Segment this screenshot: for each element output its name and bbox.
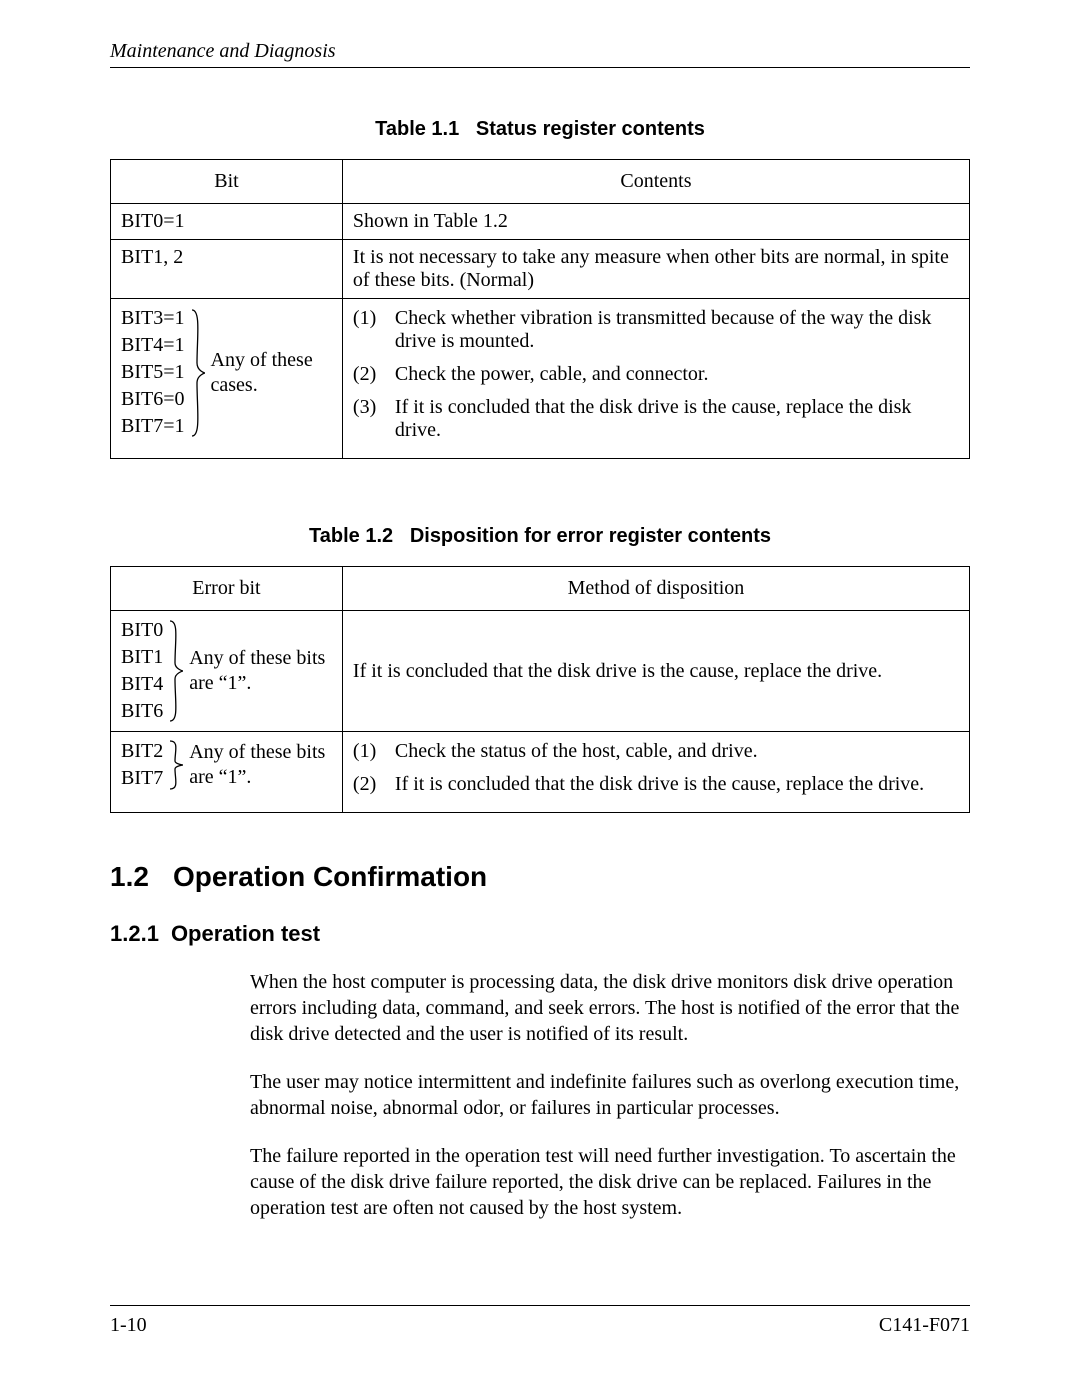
bit-item: BIT4: [121, 671, 163, 698]
bit-cell: BIT3=1 BIT4=1 BIT5=1 BIT6=0 BIT7=1 Any o…: [111, 299, 343, 459]
page: Maintenance and Diagnosis Table 1.1 Stat…: [0, 0, 1080, 1397]
bit-item: BIT1: [121, 644, 163, 671]
table2-col-contents: Method of disposition: [342, 567, 969, 611]
bit-note: Any of these bits are “1”.: [189, 740, 332, 790]
list-item: Check the status of the host, cable, and…: [395, 740, 758, 763]
brace-icon: [169, 739, 183, 791]
bit-item: BIT4=1: [121, 332, 185, 359]
running-header: Maintenance and Diagnosis: [110, 40, 970, 68]
bit-item: BIT3=1: [121, 305, 185, 332]
table-row: BIT0=1 Shown in Table 1.2: [111, 204, 970, 240]
table-row: BIT1, 2 It is not necessary to take any …: [111, 240, 970, 299]
bit-cell: BIT1, 2: [111, 240, 343, 299]
table-row: BIT0 BIT1 BIT4 BIT6 Any of these bits ar…: [111, 611, 970, 732]
contents-cell: Check the status of the host, cable, and…: [342, 732, 969, 813]
doc-code: C141-F071: [879, 1314, 970, 1337]
bit-item: BIT5=1: [121, 359, 185, 386]
table2-caption-title: Disposition for error register contents: [410, 525, 771, 547]
table1-caption: Table 1.1 Status register contents: [110, 118, 970, 141]
table1-caption-title: Status register contents: [476, 118, 705, 140]
contents-cell: It is not necessary to take any measure …: [342, 240, 969, 299]
bit-cell: BIT2 BIT7 Any of these bits are “1”.: [111, 732, 343, 813]
contents-cell: Shown in Table 1.2: [342, 204, 969, 240]
table1: Bit Contents BIT0=1 Shown in Table 1.2 B…: [110, 159, 970, 459]
bit-note: Any of these cases.: [211, 348, 332, 398]
list-item: If it is concluded that the disk drive i…: [395, 773, 924, 796]
page-footer: 1-10 C141-F071: [110, 1305, 970, 1337]
contents-cell: Check whether vibration is transmitted b…: [342, 299, 969, 459]
brace-icon: [191, 308, 205, 438]
list-item: If it is concluded that the disk drive i…: [395, 396, 959, 442]
bit-item: BIT2: [121, 738, 163, 765]
bit-item: BIT6: [121, 698, 163, 725]
bit-note: Any of these bits are “1”.: [189, 646, 332, 696]
table-row: BIT2 BIT7 Any of these bits are “1”. Che…: [111, 732, 970, 813]
heading-title: Operation test: [171, 921, 320, 947]
contents-cell: If it is concluded that the disk drive i…: [342, 611, 969, 732]
bit-item: BIT0: [121, 617, 163, 644]
table2: Error bit Method of disposition BIT0 BIT…: [110, 566, 970, 813]
heading-1-2: 1.2 Operation Confirmation: [110, 861, 970, 893]
bit-cell: BIT0=1: [111, 204, 343, 240]
heading-1-2-1: 1.2.1 Operation test: [110, 921, 970, 947]
list-item: Check whether vibration is transmitted b…: [395, 307, 959, 353]
page-number: 1-10: [110, 1314, 147, 1337]
table2-caption: Table 1.2 Disposition for error register…: [110, 525, 970, 548]
bit-item: BIT6=0: [121, 386, 185, 413]
bit-cell: BIT0 BIT1 BIT4 BIT6 Any of these bits ar…: [111, 611, 343, 732]
paragraph: When the host computer is processing dat…: [110, 969, 970, 1047]
heading-title: Operation Confirmation: [173, 861, 487, 893]
brace-icon: [169, 619, 183, 723]
table1-col-bit: Bit: [111, 160, 343, 204]
table1-col-contents: Contents: [342, 160, 969, 204]
paragraph: The failure reported in the operation te…: [110, 1143, 970, 1221]
heading-number: 1.2: [110, 861, 149, 893]
table2-col-bit: Error bit: [111, 567, 343, 611]
paragraph: The user may notice intermittent and ind…: [110, 1069, 970, 1121]
table-row: BIT3=1 BIT4=1 BIT5=1 BIT6=0 BIT7=1 Any o…: [111, 299, 970, 459]
list-item: Check the power, cable, and connector.: [395, 363, 709, 386]
table1-caption-prefix: Table 1.1: [375, 118, 459, 140]
table2-caption-prefix: Table 1.2: [309, 525, 393, 547]
bit-item: BIT7=1: [121, 413, 185, 440]
heading-number: 1.2.1: [110, 921, 159, 947]
bit-item: BIT7: [121, 765, 163, 792]
